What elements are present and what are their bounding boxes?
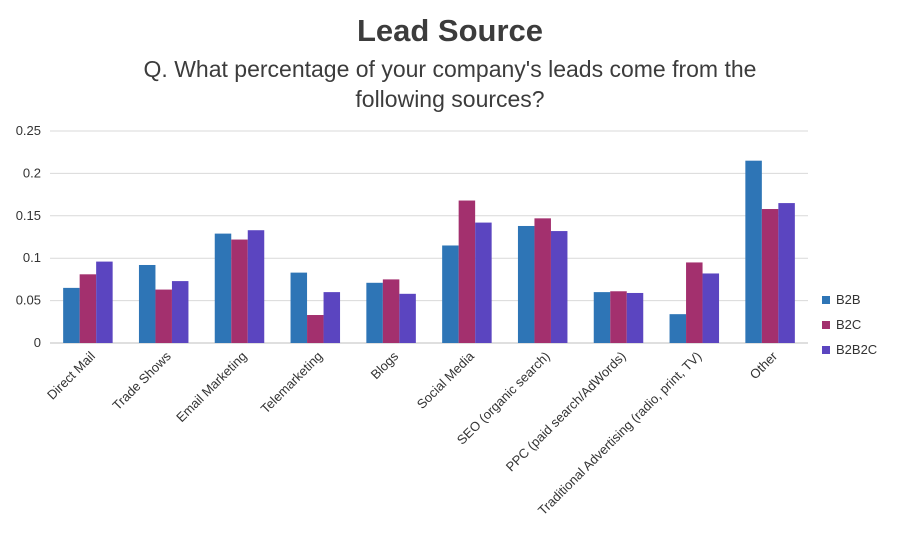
x-category-label: Other	[747, 348, 781, 382]
bar-b2c-9	[761, 209, 779, 343]
bar-b2b2c-2	[247, 230, 265, 343]
bar-b2b-1	[138, 264, 156, 343]
bar-b2c-6	[534, 218, 551, 343]
bar-b2b2c-6	[550, 231, 568, 343]
bar-b2c-0	[79, 274, 97, 343]
y-tick-label: 0.05	[16, 293, 41, 308]
bar-b2b2c-8	[702, 273, 720, 343]
x-category-label: Social Media	[414, 348, 478, 412]
bar-b2b-6	[517, 225, 535, 343]
chart-subtitle-line-2: following sources?	[355, 86, 544, 112]
bar-b2b2c-5	[475, 222, 492, 343]
bar-b2b2c-0	[96, 261, 113, 343]
chart-title: Lead Source	[357, 13, 543, 48]
bar-b2b2c-9	[778, 203, 795, 343]
x-category-label: Telemarketing	[258, 349, 326, 417]
bar-b2b2c-3	[323, 292, 341, 343]
bar-b2c-7	[610, 291, 627, 343]
bar-b2b2c-1	[171, 281, 189, 343]
legend-label-b2b2c: B2B2C	[836, 342, 877, 357]
y-axis-ticks: 0 0.05 0.1 0.15 0.2 0.25	[16, 123, 41, 350]
legend: B2B B2C B2B2C	[822, 292, 877, 357]
bar-b2b2c-7	[626, 292, 644, 343]
chart-subtitle-line-1: Q. What percentage of your company's lea…	[144, 56, 757, 82]
legend-swatch-b2b	[822, 296, 830, 304]
bar-b2c-3	[307, 315, 324, 343]
bar-b2b-7	[593, 292, 611, 343]
bar-b2c-8	[686, 262, 703, 343]
legend-label-b2b: B2B	[836, 292, 861, 307]
y-tick-label: 0.2	[23, 165, 41, 180]
bar-b2c-4	[382, 279, 400, 343]
x-category-label: Blogs	[368, 348, 402, 382]
bars	[63, 160, 795, 343]
bar-b2b-2	[214, 233, 232, 343]
legend-swatch-b2b2c	[822, 346, 830, 354]
bar-b2b-3	[290, 272, 308, 343]
x-category-label: Trade Shows	[109, 348, 174, 413]
y-tick-label: 0.25	[16, 123, 41, 138]
y-tick-label: 0	[34, 335, 41, 350]
y-tick-label: 0.15	[16, 208, 41, 223]
bar-b2b-4	[366, 282, 383, 343]
bar-b2b-5	[442, 245, 459, 343]
x-category-label: Traditional Advertising (radio, print, T…	[535, 349, 705, 519]
bar-b2c-5	[458, 200, 476, 343]
y-tick-label: 0.1	[23, 250, 41, 265]
x-category-label: Direct Mail	[44, 348, 98, 402]
bar-b2b-9	[745, 160, 762, 343]
bar-b2b-0	[63, 287, 80, 343]
bar-b2c-2	[231, 239, 248, 343]
bar-b2b-8	[669, 314, 687, 343]
legend-label-b2c: B2C	[836, 317, 861, 332]
x-category-label: PPC (paid search/AdWords)	[503, 349, 629, 475]
x-category-label: Email Marketing	[173, 349, 250, 426]
bar-b2c-1	[155, 289, 172, 343]
legend-swatch-b2c	[822, 321, 830, 329]
x-axis-labels: Direct Mail Trade Shows Email Marketing Tel…	[44, 348, 781, 518]
bar-b2b2c-4	[399, 293, 416, 343]
